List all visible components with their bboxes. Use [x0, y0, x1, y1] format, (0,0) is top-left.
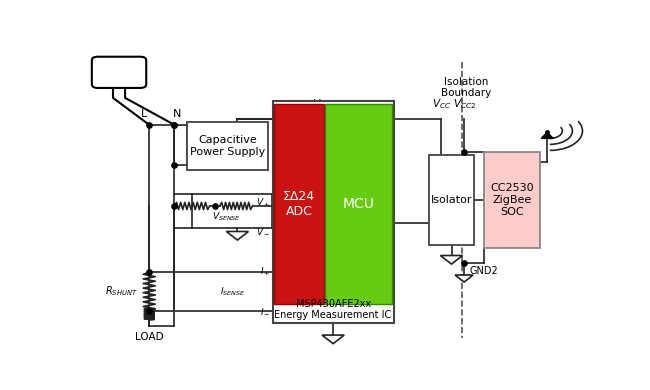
Text: ΣΔ24
ADC: ΣΔ24 ADC — [283, 190, 315, 218]
Bar — [325, 104, 392, 303]
Text: MCU: MCU — [343, 197, 374, 211]
Text: L: L — [141, 109, 148, 119]
Text: Capacitive
Power Supply: Capacitive Power Supply — [190, 135, 265, 157]
Text: $V_+$: $V_+$ — [256, 197, 270, 209]
Text: LOAD: LOAD — [135, 332, 164, 342]
Bar — [274, 104, 324, 303]
Text: $I_+$: $I_+$ — [259, 266, 270, 278]
Polygon shape — [541, 132, 553, 138]
FancyBboxPatch shape — [92, 57, 146, 88]
Text: CC2530
ZigBee
SOC: CC2530 ZigBee SOC — [490, 183, 534, 216]
Text: GND2: GND2 — [469, 266, 498, 275]
Text: $V_{CC}$: $V_{CC}$ — [313, 98, 332, 112]
Text: $V_{CC2}$: $V_{CC2}$ — [452, 98, 476, 112]
Text: $I_-$: $I_-$ — [259, 306, 270, 316]
Text: $R_{SHUNT}$: $R_{SHUNT}$ — [105, 285, 138, 298]
Polygon shape — [226, 232, 248, 240]
Polygon shape — [441, 255, 463, 264]
Text: Isolation
Boundary: Isolation Boundary — [441, 77, 492, 98]
Text: $V_-$: $V_-$ — [256, 227, 270, 236]
Text: Isolator: Isolator — [431, 195, 473, 205]
Bar — [273, 101, 393, 323]
Polygon shape — [322, 335, 344, 344]
Text: $V_{SENSE}$: $V_{SENSE}$ — [213, 210, 241, 223]
Bar — [429, 155, 474, 245]
Bar — [187, 122, 268, 170]
Bar — [484, 152, 540, 248]
Text: N: N — [173, 109, 181, 119]
Text: MSP430AFE2xx
Energy Measurement IC: MSP430AFE2xx Energy Measurement IC — [274, 299, 392, 320]
Text: $V_{CC}$: $V_{CC}$ — [432, 98, 451, 112]
Polygon shape — [455, 275, 473, 282]
Text: $I_{SENSE}$: $I_{SENSE}$ — [220, 285, 245, 298]
